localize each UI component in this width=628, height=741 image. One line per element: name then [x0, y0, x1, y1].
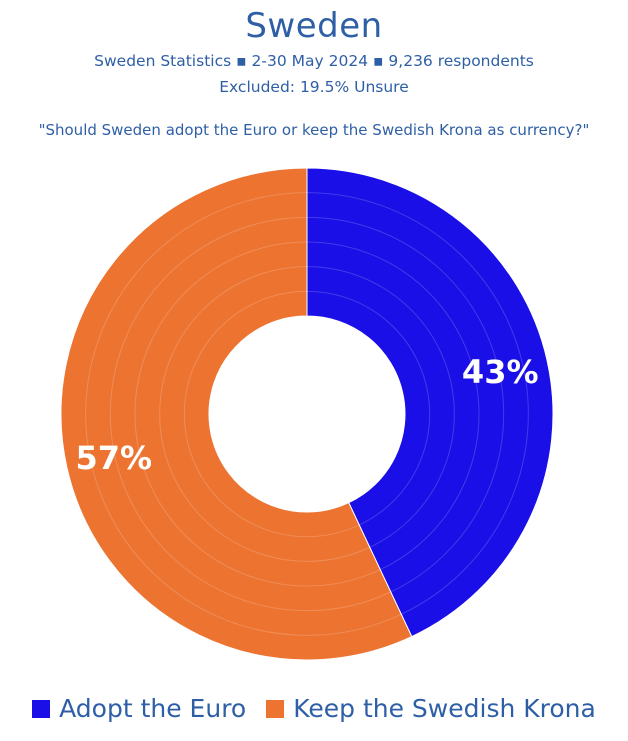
- slice-label-1: 57%: [75, 439, 152, 477]
- donut-slices: [60, 167, 554, 661]
- survey-question: "Should Sweden adopt the Euro or keep th…: [38, 121, 590, 139]
- chart-subtitle: Sweden Statistics ▪ 2-30 May 2024 ▪ 9,23…: [94, 52, 534, 70]
- slice-label-0: 43%: [462, 353, 539, 391]
- ring-guide: [159, 266, 455, 562]
- legend-swatch-krona: [266, 699, 285, 718]
- excluded-note: Excluded: 19.5% Unsure: [219, 78, 409, 96]
- ring-guide: [134, 241, 480, 587]
- slice-labels: 43% 57%: [75, 353, 538, 477]
- chart-title: Sweden: [245, 6, 383, 46]
- ring-guide: [109, 216, 505, 612]
- legend-item-krona: Keep the Swedish Krona: [266, 694, 596, 723]
- legend-swatch-euro: [32, 699, 51, 718]
- ring-guide: [183, 290, 431, 538]
- ring-guides: [85, 192, 529, 636]
- legend-item-euro: Adopt the Euro: [32, 694, 246, 723]
- legend: Adopt the Euro Keep the Swedish Krona: [0, 694, 628, 723]
- slice-adopt-the-euro: [306, 167, 554, 638]
- legend-label-euro: Adopt the Euro: [59, 694, 247, 723]
- slice-keep-the-swedish-krona: [60, 167, 413, 661]
- ring-guide: [85, 192, 529, 636]
- legend-label-krona: Keep the Swedish Krona: [293, 694, 596, 723]
